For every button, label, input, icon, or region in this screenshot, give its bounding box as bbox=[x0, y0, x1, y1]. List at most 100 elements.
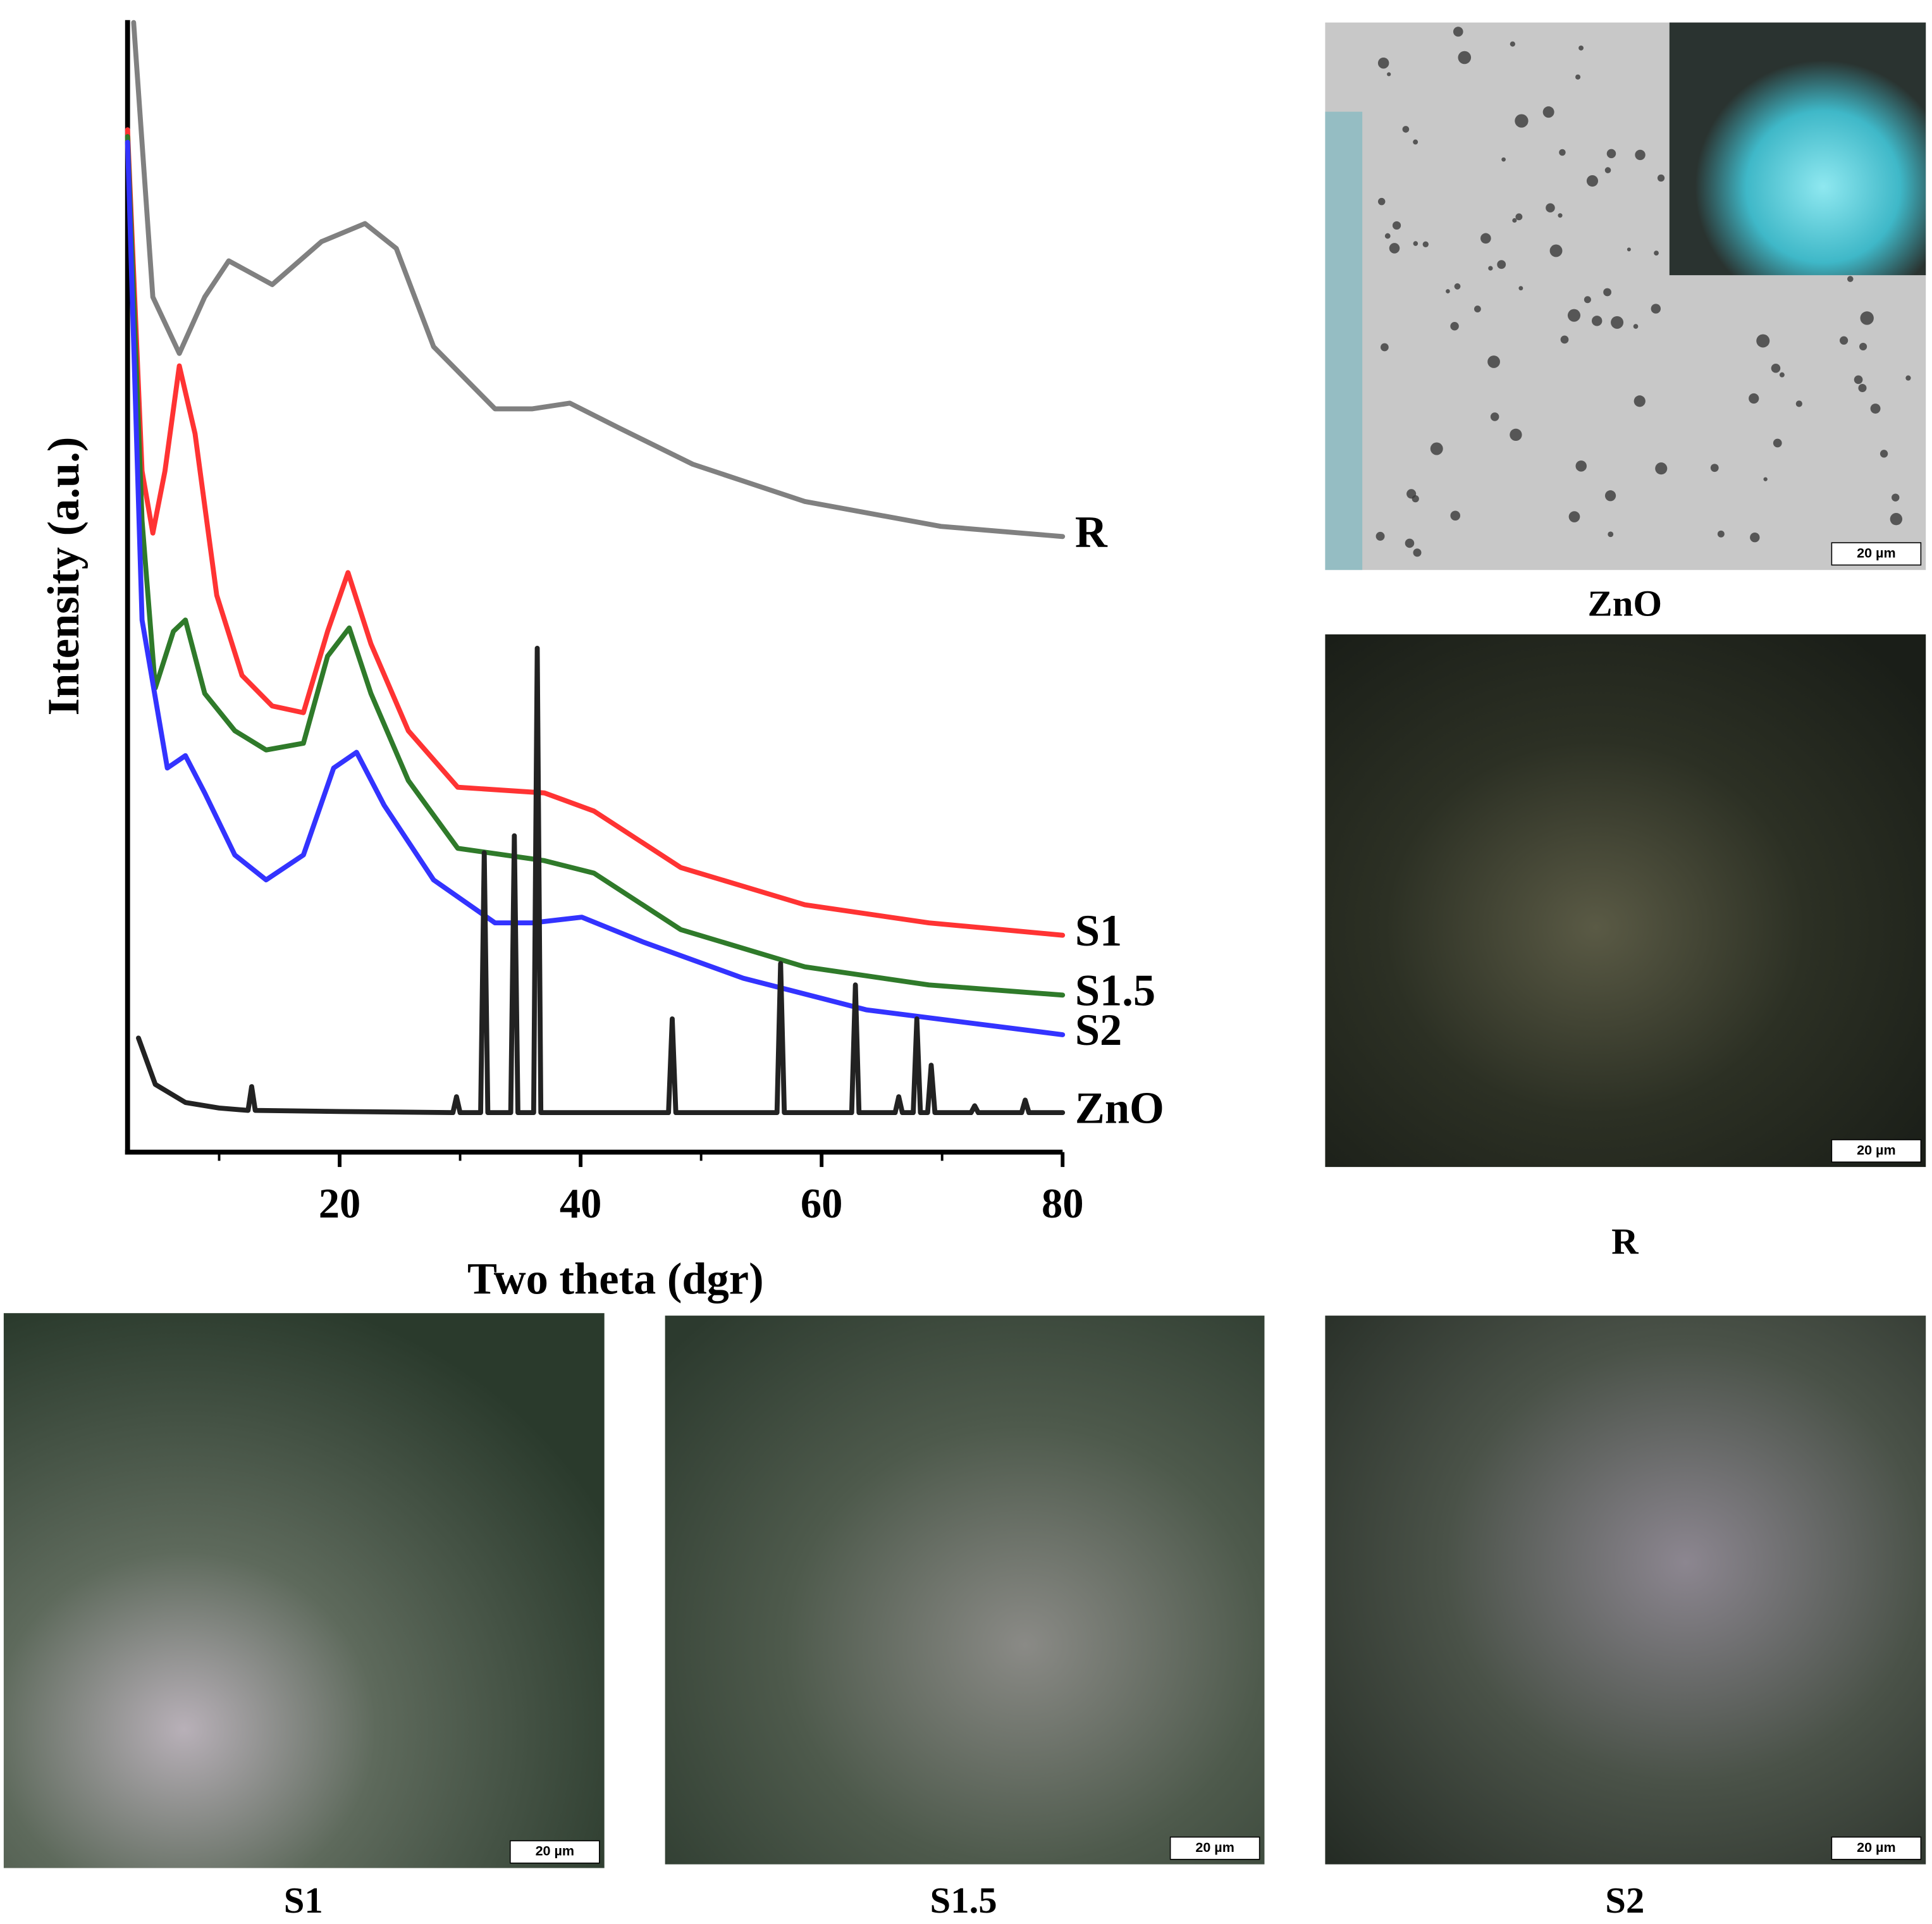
particle bbox=[1890, 513, 1903, 526]
x-axis-label: Two theta (dgr) bbox=[467, 1254, 764, 1304]
particle bbox=[1627, 247, 1631, 252]
particle bbox=[1858, 384, 1867, 393]
series-line bbox=[125, 127, 1066, 938]
particle bbox=[1384, 233, 1391, 239]
particle bbox=[1453, 27, 1463, 37]
particle bbox=[1608, 531, 1614, 538]
particle bbox=[1474, 305, 1481, 312]
particle bbox=[1450, 510, 1461, 521]
particle bbox=[1515, 114, 1529, 128]
particle bbox=[1392, 221, 1401, 230]
particle bbox=[1654, 250, 1659, 256]
particle bbox=[1413, 548, 1422, 557]
particle bbox=[1892, 493, 1900, 502]
particle bbox=[1606, 149, 1616, 159]
scale-bar-label: 20 µm bbox=[1857, 1840, 1895, 1855]
particle bbox=[1655, 462, 1668, 475]
particle bbox=[1405, 538, 1415, 548]
particle bbox=[1749, 393, 1759, 404]
y-axis-label: Intensity (a.u.) bbox=[39, 437, 89, 716]
particle bbox=[1717, 530, 1725, 538]
particle bbox=[1487, 355, 1500, 368]
particle bbox=[1859, 342, 1867, 351]
particle bbox=[1412, 495, 1419, 503]
particle bbox=[1756, 334, 1770, 348]
particle bbox=[1578, 45, 1584, 51]
series-line bbox=[125, 140, 1066, 1037]
particle bbox=[1560, 335, 1569, 344]
particle bbox=[1603, 288, 1611, 297]
particle bbox=[1430, 442, 1443, 455]
particle bbox=[1501, 157, 1506, 162]
micrograph-s1-5 bbox=[665, 1316, 1265, 1865]
series-label: R bbox=[1075, 507, 1108, 557]
particle bbox=[1559, 149, 1566, 156]
scale-bar-box bbox=[510, 1840, 600, 1864]
particle bbox=[1779, 372, 1785, 378]
particle bbox=[1795, 400, 1802, 407]
particle bbox=[1515, 213, 1523, 221]
scale-bar-label: 20 µm bbox=[1857, 1142, 1895, 1157]
particle bbox=[1546, 203, 1555, 213]
particle bbox=[1413, 139, 1418, 145]
particle bbox=[1413, 241, 1418, 246]
particle bbox=[1575, 460, 1587, 472]
series-line bbox=[136, 646, 1066, 1116]
particles bbox=[1375, 27, 1911, 557]
particle bbox=[1586, 175, 1599, 187]
particle bbox=[1710, 464, 1719, 472]
particle bbox=[1490, 412, 1499, 421]
particle bbox=[1567, 309, 1581, 322]
particle bbox=[1847, 276, 1854, 282]
micrograph-caption: R bbox=[1611, 1221, 1639, 1262]
particle bbox=[1422, 241, 1429, 247]
scale-bar-box bbox=[1169, 1836, 1260, 1860]
particle bbox=[1584, 296, 1591, 304]
particle bbox=[1568, 511, 1580, 522]
particle bbox=[1377, 197, 1386, 206]
scale-bar-label: 20 µm bbox=[536, 1844, 574, 1859]
particle bbox=[1633, 324, 1639, 329]
x-tick-label: 40 bbox=[560, 1181, 602, 1227]
particle bbox=[1380, 343, 1389, 352]
particle bbox=[1480, 233, 1491, 244]
particle bbox=[1389, 243, 1400, 254]
scale-bar-label: 20 µm bbox=[1195, 1840, 1234, 1855]
particle bbox=[1454, 283, 1461, 290]
series-line bbox=[125, 134, 1066, 998]
micrograph-s2 bbox=[1325, 1316, 1926, 1865]
particle bbox=[1510, 41, 1515, 47]
particle bbox=[1635, 149, 1646, 161]
particle bbox=[1510, 428, 1522, 441]
particle bbox=[1604, 490, 1616, 502]
particle bbox=[1488, 266, 1493, 271]
series-label: ZnO bbox=[1075, 1083, 1164, 1133]
particle bbox=[1905, 375, 1911, 381]
particle bbox=[1575, 74, 1581, 80]
particle bbox=[1450, 321, 1459, 331]
particle bbox=[1860, 311, 1874, 325]
particle bbox=[1549, 244, 1563, 257]
particle bbox=[1870, 404, 1881, 414]
series-label: S2 bbox=[1075, 1006, 1122, 1055]
particle bbox=[1771, 363, 1781, 373]
particle bbox=[1518, 286, 1523, 291]
scale-bar-box bbox=[1831, 542, 1922, 566]
micrograph-caption: S1 bbox=[284, 1880, 323, 1921]
crystal-edge bbox=[1325, 111, 1363, 570]
particle bbox=[1542, 106, 1554, 118]
x-tick-label: 20 bbox=[319, 1181, 361, 1227]
particle bbox=[1611, 316, 1624, 329]
scale-bar-box bbox=[1831, 1836, 1922, 1860]
micrograph-r bbox=[1325, 634, 1926, 1168]
micrograph-s1 bbox=[3, 1313, 605, 1868]
particle bbox=[1446, 289, 1450, 293]
x-tick-label: 80 bbox=[1042, 1181, 1084, 1227]
scale-bar-label: 20 µm bbox=[1857, 545, 1895, 560]
xrd-plot: 20 40 60 80 Two theta (dgr) Intensity (a.u.) R… bbox=[39, 20, 1164, 1304]
particle bbox=[1512, 218, 1517, 223]
particle bbox=[1657, 174, 1665, 182]
particle bbox=[1634, 395, 1646, 407]
particle bbox=[1402, 126, 1410, 133]
